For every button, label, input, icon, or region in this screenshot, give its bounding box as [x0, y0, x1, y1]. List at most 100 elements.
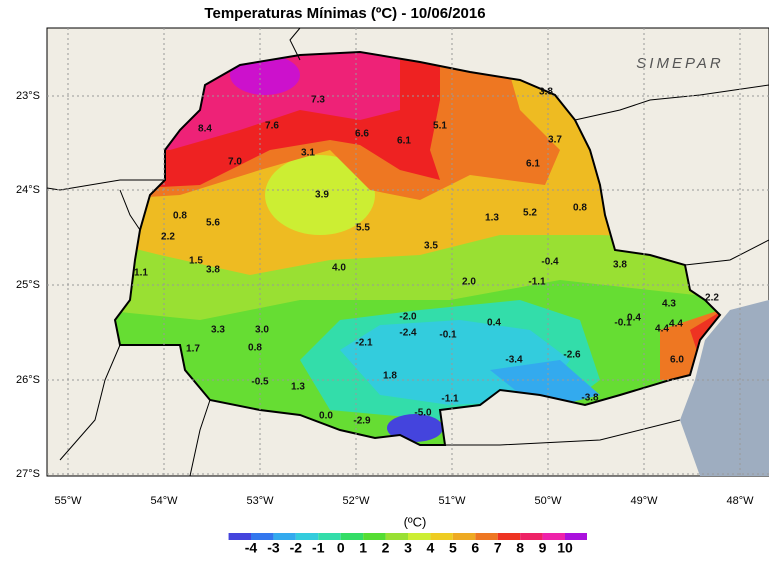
station-value: 3.8 — [206, 265, 220, 276]
lon-label: 55°W — [54, 495, 82, 507]
colorbar-tick-label: -4 — [245, 540, 258, 556]
station-value: -0.1 — [439, 330, 457, 341]
station-value: 0.8 — [248, 343, 262, 354]
station-value: -3.4 — [505, 355, 523, 366]
station-value: 3.8 — [539, 87, 553, 98]
station-value: -2.4 — [399, 328, 417, 339]
station-value: 8.4 — [198, 124, 212, 135]
station-value: 4.3 — [662, 299, 676, 310]
lat-label: 25°S — [16, 279, 40, 291]
station-value: 2.2 — [705, 293, 719, 304]
colorbar-tick-label: 10 — [557, 540, 573, 556]
station-value: 4.4 — [655, 324, 669, 335]
colorbar-segment — [475, 533, 498, 540]
colorbar-segment — [273, 533, 296, 540]
colorbar-segment — [520, 533, 543, 540]
colorbar-tick-label: 9 — [539, 540, 547, 556]
colorbar-segment — [251, 533, 274, 540]
station-value: -2.9 — [353, 416, 371, 427]
lon-label: 52°W — [342, 495, 370, 507]
station-value: 3.9 — [315, 190, 329, 201]
colorbar-segment — [363, 533, 386, 540]
station-value: 7.0 — [228, 157, 242, 168]
station-value: 7.6 — [265, 121, 279, 132]
colorbar-tick-label: 6 — [471, 540, 479, 556]
station-value: 1.8 — [383, 371, 397, 382]
colorbar-tick-label: 2 — [382, 540, 390, 556]
colorbar-tick-label: 7 — [494, 540, 502, 556]
station-value: -0.5 — [251, 377, 269, 388]
station-value: 6.1 — [397, 136, 411, 147]
station-value: -2.0 — [399, 312, 417, 323]
station-value: 0.8 — [173, 211, 187, 222]
station-value: 3.1 — [301, 148, 315, 159]
colorbar-segment — [295, 533, 319, 540]
lon-label: 54°W — [150, 495, 178, 507]
colorbar-segment — [408, 533, 431, 540]
colorbar-tick-label: 0 — [337, 540, 345, 556]
station-value: -0.1 — [614, 318, 632, 329]
station-value: -2.1 — [355, 338, 373, 349]
colorbar-segment — [452, 533, 476, 540]
station-value: 1.3 — [291, 382, 305, 393]
station-value: 1.1 — [134, 268, 148, 279]
colorbar-segment — [340, 533, 364, 540]
station-value: 0.8 — [573, 203, 587, 214]
lat-label: 23°S — [16, 90, 40, 102]
lon-label: 53°W — [246, 495, 274, 507]
ocean — [680, 300, 769, 476]
colorbar-segment — [228, 533, 251, 540]
station-value: -1.1 — [441, 394, 459, 405]
colorbar-segment — [542, 533, 565, 540]
colorbar-unit: (ºC) — [404, 514, 427, 529]
lat-label: 24°S — [16, 184, 40, 196]
station-value: 2.0 — [462, 277, 476, 288]
colorbar-tick-label: 4 — [427, 540, 435, 556]
colorbar-tick-label: 1 — [359, 540, 367, 556]
lon-label: 50°W — [534, 495, 562, 507]
colorbar-tick-label: 3 — [404, 540, 412, 556]
station-value: 5.6 — [206, 218, 220, 229]
colorbar-tick-label: -3 — [267, 540, 280, 556]
station-value: 2.2 — [161, 232, 175, 243]
station-value: 0.4 — [627, 313, 641, 324]
borders — [46, 27, 769, 477]
station-value: -2.6 — [563, 350, 581, 361]
station-value: 4.4 — [669, 319, 683, 330]
colorbar-tick-label: -2 — [290, 540, 303, 556]
colorbar-segment — [497, 533, 521, 540]
lat-label: 26°S — [16, 374, 40, 386]
station-value: 3.8 — [613, 260, 627, 271]
lon-label: 48°W — [726, 495, 754, 507]
station-value: 3.5 — [424, 241, 438, 252]
station-value: 0.0 — [319, 411, 333, 422]
colorbar-segment — [565, 533, 587, 540]
station-value: -1.1 — [528, 277, 546, 288]
colorbar-tick-label: -1 — [312, 540, 325, 556]
station-value: 4.0 — [332, 263, 346, 274]
station-value: 5.5 — [356, 223, 370, 234]
station-value: 1.7 — [186, 344, 200, 355]
station-value: 5.2 — [523, 208, 537, 219]
station-value: 0.4 — [487, 318, 501, 329]
title: Temperaturas Mínimas (ºC) - 10/06/2016 — [204, 5, 485, 22]
station-value: -3.8 — [581, 393, 599, 404]
station-value: 6.0 — [670, 355, 684, 366]
station-value: -0.4 — [541, 257, 559, 268]
station-value: 3.0 — [255, 325, 269, 336]
colorbar-segment — [385, 533, 408, 540]
station-value: 1.5 — [189, 256, 203, 267]
lon-label: 51°W — [438, 495, 466, 507]
colorbar-segment — [318, 533, 341, 540]
colorbar-tick-label: 8 — [516, 540, 524, 556]
station-value: 6.1 — [526, 159, 540, 170]
station-value: 6.6 — [355, 129, 369, 140]
colorbar-segment — [430, 533, 453, 540]
station-value: 3.7 — [548, 135, 562, 146]
station-value: 3.3 — [211, 325, 225, 336]
station-value: 7.3 — [311, 95, 325, 106]
logo: SIMEPAR — [636, 55, 723, 72]
lat-label: 27°S — [16, 468, 40, 480]
